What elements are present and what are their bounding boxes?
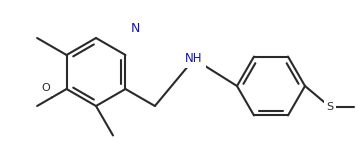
Text: S: S	[326, 102, 333, 112]
Text: O: O	[42, 83, 50, 93]
Text: N: N	[130, 21, 140, 34]
Text: NH: NH	[185, 53, 203, 66]
